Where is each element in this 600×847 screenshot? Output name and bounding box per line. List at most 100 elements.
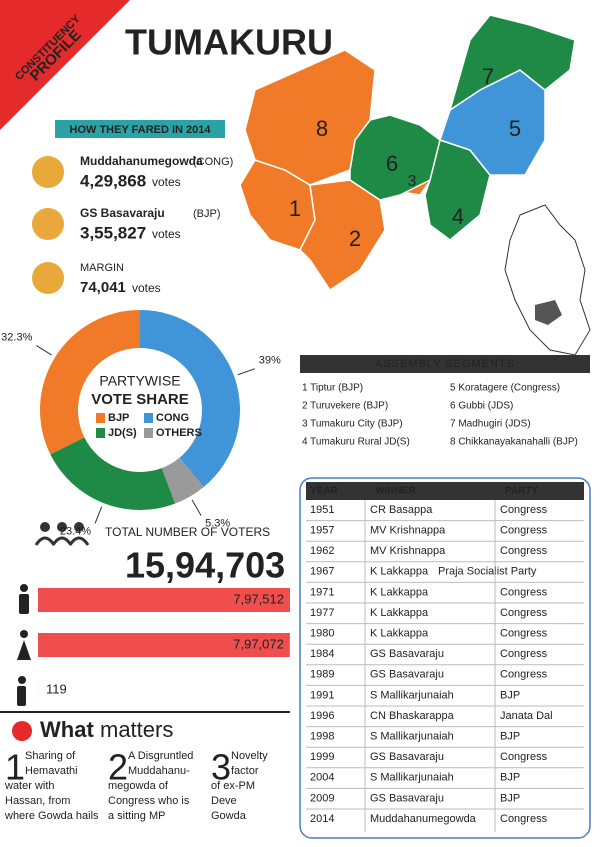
legend-swatch xyxy=(144,428,153,438)
table-cell: K Lakkappa xyxy=(370,566,429,578)
pie-slice xyxy=(161,457,204,504)
table-cell: Congress xyxy=(500,628,548,640)
table-cell: Muddahanumegowda xyxy=(370,813,477,825)
leader-line xyxy=(191,499,202,516)
map-label: 6 xyxy=(386,151,398,176)
map-label: 8 xyxy=(316,116,328,141)
item-line: Novelty xyxy=(231,750,268,762)
item-line: Hassan, from xyxy=(5,795,70,807)
table-header: WINNER xyxy=(375,486,416,497)
pie-title: VOTE SHARE xyxy=(91,391,189,408)
table-cell: Congress xyxy=(500,607,548,619)
segment-item: 3 Tumakuru City (BJP) xyxy=(302,419,403,430)
segments-heading: ASSEMBLY SEGMENTS xyxy=(375,358,515,370)
map-region xyxy=(244,49,376,186)
table-cell: 1967 xyxy=(310,566,334,578)
table-header-bg xyxy=(306,482,584,500)
table-cell: CR Basappa xyxy=(370,504,433,516)
item-line: a sitting MP xyxy=(108,810,165,822)
what-icon xyxy=(12,721,32,741)
table-cell: 2004 xyxy=(310,772,334,784)
results-heading-bg xyxy=(55,120,225,138)
table-cell: S Mallikarjunaiah xyxy=(370,731,454,743)
table-header: YEAR xyxy=(310,486,339,497)
table-cell: Congress xyxy=(500,545,548,557)
item-line: megowda of xyxy=(108,780,169,792)
table-cell: K Lakkappa xyxy=(370,628,429,640)
segments-heading-bg xyxy=(300,355,590,373)
table-cell: 1991 xyxy=(310,689,334,701)
table-cell: Congress xyxy=(500,648,548,660)
table-cell: Congress xyxy=(500,751,548,763)
voter-value-label: 7,97,072 xyxy=(233,636,284,651)
table-cell: BJP xyxy=(500,772,520,784)
candidate-votes: 3,55,827 xyxy=(80,223,146,242)
item-line: Hemavathi xyxy=(25,765,78,777)
map-region xyxy=(448,14,576,112)
legend-swatch xyxy=(96,413,105,423)
table-cell: 2009 xyxy=(310,792,334,804)
item-number: 2 xyxy=(108,747,128,788)
pie-value-label: 23.4% xyxy=(60,525,91,537)
map-region xyxy=(349,114,441,201)
item-number: 3 xyxy=(211,747,231,788)
segment-item: 4 Tumakuru Rural JD(S) xyxy=(302,437,410,448)
leader-line xyxy=(36,345,52,356)
table-cell: 1999 xyxy=(310,751,334,763)
table-cell: Congress xyxy=(500,504,548,516)
pie-value-label: 39% xyxy=(259,355,281,367)
item-line: Congress who is xyxy=(108,795,190,807)
candidate-unit: votes xyxy=(152,175,181,189)
segment-item: 8 Chikkanayakanahalli (BJP) xyxy=(450,437,578,448)
legend-label: CONG xyxy=(156,412,189,424)
map-label: 7 xyxy=(482,64,494,89)
table-frame xyxy=(299,477,591,839)
table-cell: 1984 xyxy=(310,648,334,660)
pie-slice xyxy=(50,437,176,510)
table-cell: 1957 xyxy=(310,525,334,537)
margin-label: MARGIN xyxy=(80,262,124,274)
table-cell: Janata Dal xyxy=(500,710,553,722)
table-header: PARTY xyxy=(505,486,538,497)
voter-value-label: 7,97,512 xyxy=(233,591,284,606)
voter-bar xyxy=(38,588,290,612)
table-cell: Congress xyxy=(500,586,548,598)
margin-votes: 74,041 xyxy=(80,279,126,296)
map-label: 3 xyxy=(408,173,417,190)
candidate-name: Muddahanumegowda xyxy=(80,154,203,168)
gender-icons xyxy=(17,584,31,706)
table-cell: 2014 xyxy=(310,813,334,825)
legend-label: OTHERS xyxy=(156,427,202,439)
segment-item: 1 Tiptur (BJP) xyxy=(302,383,363,394)
leader-line xyxy=(237,368,255,376)
table-cell: 1962 xyxy=(310,545,334,557)
voters-heading: TOTAL NUMBER OF VOTERS xyxy=(105,525,270,539)
map-label: 2 xyxy=(349,226,361,251)
title: TUMAKURU xyxy=(125,22,333,63)
legend-swatch xyxy=(144,413,153,423)
map-label: 5 xyxy=(509,116,521,141)
voter-bar xyxy=(38,633,290,657)
candidate-party: (CONG) xyxy=(193,156,233,168)
candidate-name: GS Basavaraju xyxy=(80,206,165,220)
table-cell: BJP xyxy=(500,689,520,701)
pie-value-label: 32.3% xyxy=(1,332,32,344)
table-cell: MV Krishnappa xyxy=(370,545,446,557)
candidate-icon xyxy=(32,208,64,240)
voter-value-label: 119 xyxy=(46,681,67,696)
table-cell: S Mallikarjunaiah xyxy=(370,689,454,701)
table-cell: Congress xyxy=(500,669,548,681)
pie-slice xyxy=(39,310,140,455)
margin-unit: votes xyxy=(132,281,161,295)
legend-swatch xyxy=(96,428,105,438)
table-cell: 1977 xyxy=(310,607,334,619)
map-label: 1 xyxy=(289,196,301,221)
table-cell: S Mallikarjunaiah xyxy=(370,772,454,784)
table-cell: MV Krishnappa xyxy=(370,525,446,537)
table-cell: Praja Socialist Party xyxy=(438,566,537,578)
item-line: Deve xyxy=(211,795,237,807)
map-label: 4 xyxy=(452,204,464,229)
segment-item: 5 Koratagere (Congress) xyxy=(450,383,560,394)
voters-icon xyxy=(34,522,90,546)
